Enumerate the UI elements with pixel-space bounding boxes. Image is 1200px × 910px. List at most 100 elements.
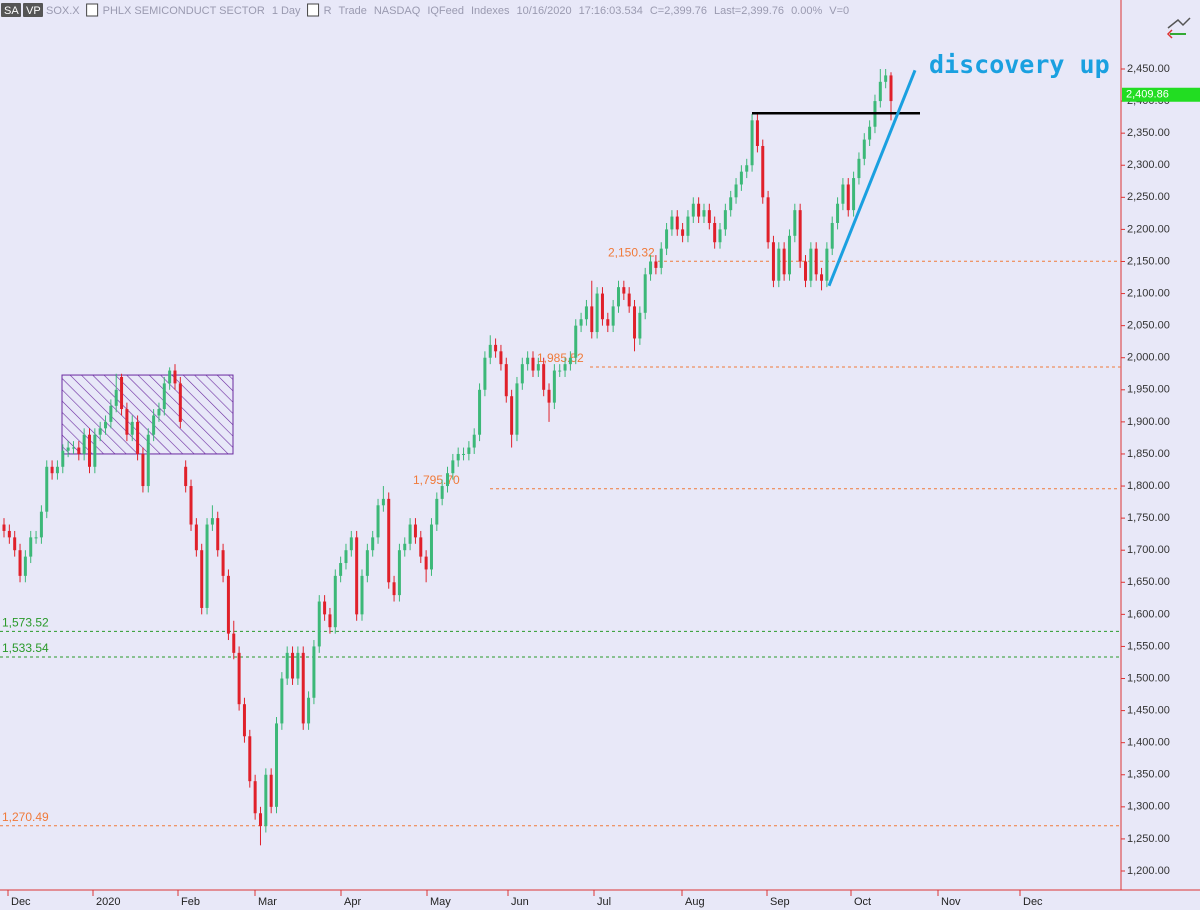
candle-body [397, 550, 401, 596]
candle-body [2, 524, 6, 531]
candle-body [718, 229, 722, 243]
candle-body [232, 633, 236, 653]
candle-body [429, 524, 433, 570]
candle-body [654, 261, 658, 268]
y-tick-label: 1,500.00 [1127, 672, 1170, 684]
header-text: Last=2,399.76 [714, 5, 784, 17]
candle-body [269, 774, 273, 807]
candle-body [125, 409, 129, 435]
x-tick-label: Jun [511, 896, 529, 908]
x-tick-label: Oct [854, 896, 871, 908]
candle-body [258, 813, 262, 827]
candle-body [878, 81, 882, 102]
header-text[interactable]: VP [26, 5, 41, 17]
candle-body [622, 287, 626, 294]
header-text[interactable]: SA [4, 5, 19, 17]
y-tick-label: 2,150.00 [1127, 255, 1170, 267]
y-tick-label: 1,350.00 [1127, 769, 1170, 781]
header-button[interactable] [1, 3, 21, 17]
dropdown[interactable] [307, 3, 320, 17]
candle-body [7, 530, 11, 538]
candle-body [707, 210, 711, 223]
candle-body [109, 405, 113, 422]
candle-body [387, 498, 391, 583]
header-text: R [324, 5, 332, 17]
header-button[interactable] [23, 3, 43, 17]
candle-body [616, 287, 620, 307]
x-tick-label: 2020 [96, 896, 120, 908]
candle-body [440, 486, 444, 499]
dropdown[interactable] [86, 3, 99, 17]
candle-body [349, 537, 353, 551]
candle-body [13, 537, 17, 551]
trendline [827, 69, 917, 287]
candle-body [173, 370, 177, 384]
candle-body [301, 652, 305, 724]
candle-body [18, 550, 22, 576]
candle-body [87, 434, 91, 467]
candle-body [248, 736, 252, 782]
candle-body [162, 383, 166, 410]
candle-body [93, 434, 97, 467]
x-tick-label: Dec [11, 896, 31, 908]
candle-body [857, 158, 861, 179]
candle-body [360, 575, 364, 615]
header-text: 10/16/2020 [517, 5, 572, 17]
x-tick-label: May [430, 896, 451, 908]
candle-body [456, 453, 460, 461]
candle-body [750, 120, 754, 166]
candle-body [520, 364, 524, 384]
candle-body [45, 466, 49, 512]
candle-body [670, 216, 674, 230]
candle-body [77, 447, 81, 454]
candle-body [50, 466, 54, 474]
candle-body [55, 466, 59, 474]
candle-body [846, 184, 850, 211]
candle-body [729, 197, 733, 211]
candle-body [739, 171, 743, 185]
candle-body [793, 210, 797, 236]
candle-body [178, 383, 182, 422]
candle-body [435, 498, 439, 525]
candle-body [633, 306, 637, 339]
level-label: 1,573.52 [2, 616, 49, 630]
candle-body [483, 357, 487, 390]
candle-body [141, 453, 145, 487]
y-tick-label: 1,750.00 [1127, 512, 1170, 524]
y-tick-label: 2,200.00 [1127, 223, 1170, 235]
x-tick-label: Apr [344, 896, 361, 908]
candle-body [627, 293, 631, 307]
y-tick-label: 2,300.00 [1127, 159, 1170, 171]
candle-body [536, 364, 540, 371]
candle-body [339, 563, 343, 576]
candle-body [478, 389, 482, 435]
header-text: C=2,399.76 [650, 5, 707, 17]
candle-body [152, 415, 156, 435]
candle-body [467, 447, 471, 454]
candle-body [253, 781, 257, 814]
candle-body [333, 575, 337, 628]
header-text: NASDAQ [374, 5, 421, 17]
candle-body [275, 723, 279, 807]
candle-body [472, 434, 476, 448]
candle-body [61, 450, 65, 467]
settings-icon[interactable] [1166, 17, 1191, 39]
candle-body [691, 203, 695, 217]
candle-body [574, 325, 578, 358]
x-tick-label: Sep [770, 896, 790, 908]
candle-body [189, 486, 193, 525]
candle-body [884, 75, 888, 82]
y-tick-label: 1,850.00 [1127, 448, 1170, 460]
candle-body [836, 203, 840, 223]
candle-body [659, 248, 663, 268]
candle-body [184, 466, 188, 487]
candle-body [408, 524, 412, 544]
candle-body [782, 248, 786, 275]
annotation: discovery up [929, 50, 1110, 79]
x-tick-label: Jul [597, 896, 611, 908]
candle-body [157, 409, 161, 416]
candle-body [312, 646, 316, 698]
y-tick-label: 2,450.00 [1127, 63, 1170, 75]
